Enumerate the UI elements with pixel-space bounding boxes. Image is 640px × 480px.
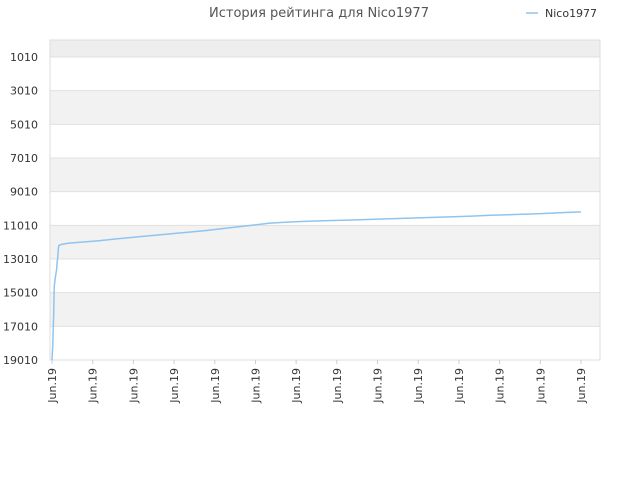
y-tick-label: 9010 <box>10 186 38 199</box>
plot-band <box>50 292 600 327</box>
plot-band <box>50 158 600 192</box>
y-axis-ticks: 1010 3010 5010 7010 9010 11010 13010 15010 17010… <box>3 51 38 367</box>
x-tick-label: Jun.19 <box>46 368 59 404</box>
x-tick-label: Jun.19 <box>127 368 140 404</box>
y-tick-label: 5010 <box>10 118 38 131</box>
plot-band <box>50 90 600 125</box>
plot-area-border <box>49 39 601 361</box>
legend-label-nico1977: Nico1977 <box>545 7 597 20</box>
x-tick-label: Jun.19 <box>87 368 100 404</box>
y-tick-label: 1010 <box>10 51 38 64</box>
y-tick-label: 11010 <box>3 219 38 232</box>
legend[interactable]: Nico1977 <box>526 7 597 20</box>
y-tick-label: 15010 <box>3 287 38 300</box>
plot-band <box>50 124 600 159</box>
x-tick-label: Jun.19 <box>575 368 588 404</box>
plot-band <box>50 225 600 260</box>
x-axis-ticks: Jun.19 Jun.19 Jun.19 Jun.19 Jun.19 Jun.19 Jun.… <box>46 360 588 404</box>
x-tick-label: Jun.19 <box>209 368 222 404</box>
y-tick-label: 3010 <box>10 85 38 98</box>
chart-title: История рейтинга для Nico1977 <box>209 6 429 21</box>
x-tick-label: Jun.19 <box>331 368 344 404</box>
x-tick-label: Jun.19 <box>249 368 262 404</box>
plot-band <box>50 326 600 360</box>
y-tick-label: 19010 <box>3 354 38 367</box>
x-tick-label: Jun.19 <box>494 368 507 404</box>
plot-band <box>50 191 600 226</box>
x-tick-label: Jun.19 <box>453 368 466 404</box>
y-tick-label: 7010 <box>10 152 38 165</box>
x-tick-label: Jun.19 <box>372 368 385 404</box>
x-tick-label: Jun.19 <box>534 368 547 404</box>
plot-band <box>50 57 600 91</box>
x-tick-label: Jun.19 <box>290 368 303 404</box>
series-line-nico1977 <box>51 211 582 361</box>
plot-band <box>50 40 600 58</box>
plot-bands <box>50 40 600 360</box>
x-tick-label: Jun.19 <box>168 368 181 404</box>
series-layer <box>51 211 582 361</box>
y-tick-label: 13010 <box>3 253 38 266</box>
plot-band <box>50 259 600 293</box>
x-tick-label: Jun.19 <box>412 368 425 404</box>
y-tick-label: 17010 <box>3 320 38 333</box>
